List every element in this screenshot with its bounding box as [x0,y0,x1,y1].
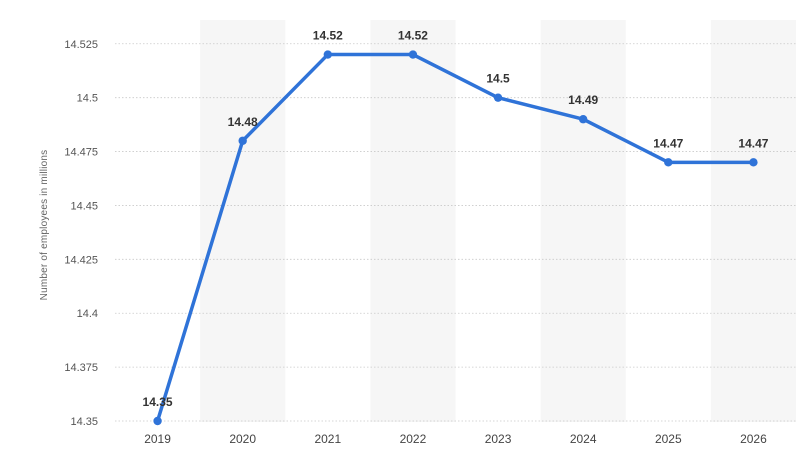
x-tick-label: 2019 [144,432,171,446]
x-tick-label: 2025 [655,432,682,446]
data-point [323,50,333,59]
data-point [153,416,162,426]
y-tick-label: 14.45 [70,200,98,212]
data-point [578,115,588,124]
band-3 [370,20,456,422]
x-axis: 2019 2020 2021 2022 2023 2024 2025 2026 [144,432,767,446]
series-line [155,52,756,423]
data-point [238,136,247,145]
y-tick-label: 14.475 [64,147,98,159]
column-bands [200,20,796,422]
x-tick-label: 2024 [570,432,597,446]
x-tick-label: 2020 [229,432,256,446]
gridlines [115,43,796,422]
data-label: 14.5 [486,72,510,86]
data-label: 14.47 [653,136,683,150]
x-tick-label: 2022 [400,432,427,446]
data-label: 14.49 [568,93,598,107]
band-1 [200,20,286,422]
y-tick-label: 14.425 [64,254,98,266]
band-7 [710,20,796,422]
y-tick-label: 14.4 [77,308,98,320]
data-label: 14.47 [738,136,768,150]
data-labels: 14.35 14.48 14.52 14.52 14.5 14.49 14.47 14.47 [143,29,769,409]
series-1 [153,50,758,426]
data-label: 14.52 [313,29,343,43]
data-label: 14.35 [143,395,173,409]
data-label: 14.52 [398,29,428,43]
band-5 [540,20,626,422]
y-tick-label: 14.35 [70,416,98,428]
data-point [408,50,418,59]
y-tick-label: 14.5 [77,93,98,105]
y-tick-label: 14.375 [64,362,98,374]
x-tick-label: 2021 [314,432,341,446]
x-tick-label: 2026 [740,432,767,446]
y-tick-label: 14.525 [64,39,98,51]
data-point [493,93,503,102]
data-label: 14.48 [228,115,258,129]
y-axis-label: Number of employees in millions [39,150,50,301]
data-point [749,158,758,167]
data-point [664,158,673,167]
x-tick-label: 2023 [485,432,512,446]
y-axis: 14.35 14.375 14.4 14.425 14.45 14.475 14.5 14.5… [64,39,98,428]
